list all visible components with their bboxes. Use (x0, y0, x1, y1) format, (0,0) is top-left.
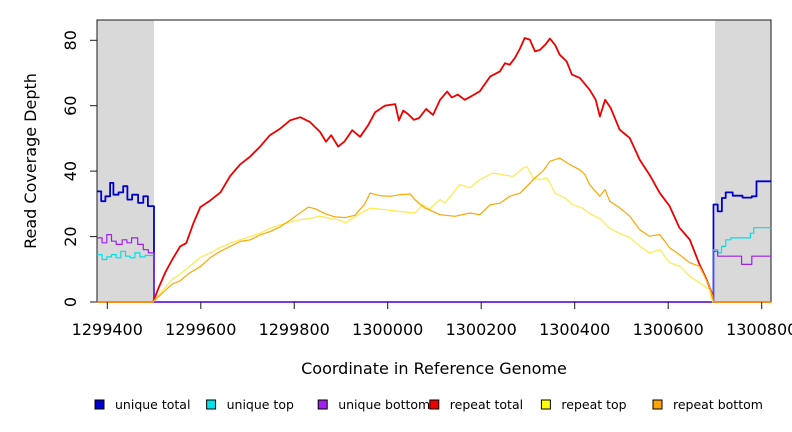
x-tick-label: 1300000 (352, 320, 423, 339)
series-repeat-top (97, 166, 771, 303)
legend-label: unique top (227, 397, 294, 412)
x-tick-label: 1299600 (165, 320, 236, 339)
legend: unique total unique top unique bottom repea… (94, 397, 763, 412)
y-tick-label: 20 (61, 226, 80, 246)
legend-item: unique total (94, 397, 190, 412)
legend-label: unique bottom (338, 397, 430, 412)
x-tick-label: 1299400 (72, 320, 143, 339)
y-axis-title: Read Coverage Depth (21, 73, 40, 249)
y-tick-label: 0 (61, 297, 80, 307)
legend-swatch-icon (206, 399, 217, 410)
series-unique-total (97, 180, 771, 303)
legend-item: unique bottom (317, 397, 430, 412)
x-tick-label: 1299800 (259, 320, 330, 339)
y-tick-label: 40 (61, 161, 80, 181)
x-tick-label: 1300800 (726, 320, 792, 339)
series-unique-top (97, 227, 771, 303)
legend-item: repeat bottom (652, 397, 763, 412)
series-layer (97, 37, 771, 303)
y-tick-label: 80 (61, 30, 80, 50)
x-axis: 1299400 1299600 1299800 1300000 1300200 13004… (72, 302, 792, 339)
y-axis: 0 20 40 60 80 (61, 30, 97, 307)
shaded-region (714, 20, 771, 302)
legend-item: repeat top (540, 397, 627, 412)
legend-swatch-icon (652, 399, 663, 410)
legend-swatch-icon (94, 399, 105, 410)
legend-label: repeat total (450, 397, 523, 412)
legend-swatch-icon (540, 399, 551, 410)
series-repeat-total (97, 37, 771, 303)
legend-label: repeat bottom (673, 397, 763, 412)
x-tick-label: 1300400 (539, 320, 610, 339)
legend-item: unique top (206, 397, 294, 412)
legend-label: repeat top (561, 397, 626, 412)
x-axis-title: Coordinate in Reference Genome (301, 359, 567, 378)
legend-swatch-icon (429, 399, 440, 410)
legend-swatch-icon (317, 399, 328, 410)
legend-label: unique total (115, 397, 190, 412)
series-repeat-bottom (97, 157, 771, 303)
x-tick-label: 1300200 (446, 320, 517, 339)
shaded-regions-layer (97, 20, 771, 302)
x-tick-label: 1300600 (633, 320, 704, 339)
legend-item: repeat total (429, 397, 523, 412)
y-tick-label: 60 (61, 96, 80, 116)
series-unique-bottom (97, 234, 771, 303)
